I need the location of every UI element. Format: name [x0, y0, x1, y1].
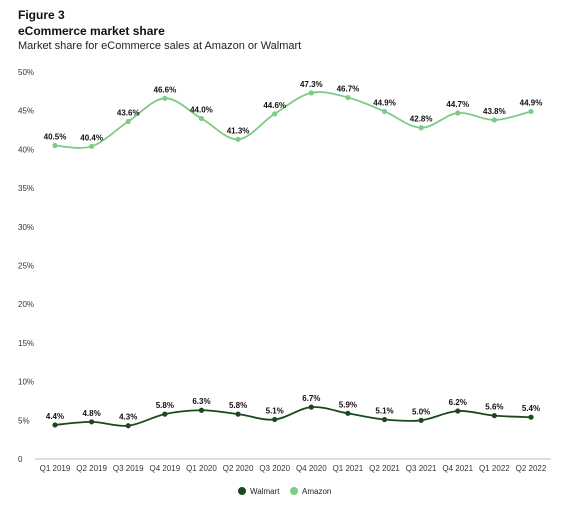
x-axis: Q1 2019 Q2 2019 Q3 2019 Q4 2019 Q1 2020 Q2 20…	[35, 458, 551, 473]
data-label-walmart: 5.8%	[229, 401, 247, 410]
data-point-amazon	[272, 111, 278, 117]
data-point-walmart	[528, 414, 534, 420]
data-label-walmart: 6.3%	[192, 397, 210, 406]
y-tick-label: 20%	[18, 300, 34, 309]
data-point-amazon	[125, 118, 131, 125]
data-point-amazon	[235, 136, 241, 142]
y-tick-label: 5%	[18, 416, 30, 425]
x-tick-label: Q2 2019	[76, 464, 107, 473]
data-label-amazon: 44.9%	[520, 98, 543, 107]
x-tick-label: Q1 2022	[479, 464, 510, 473]
data-label-walmart: 5.6%	[485, 403, 503, 412]
data-label-walmart: 5.8%	[156, 401, 174, 410]
data-label-amazon: 44.6%	[263, 101, 286, 110]
data-label-walmart: 4.3%	[119, 413, 137, 422]
data-point-walmart	[52, 422, 58, 428]
data-point-amazon	[52, 142, 58, 149]
y-tick-label: 30%	[18, 223, 34, 232]
data-point-walmart	[491, 413, 497, 419]
data-label-amazon: 46.6%	[154, 85, 177, 94]
legend-marker-walmart	[238, 487, 246, 495]
y-tick-label: 15%	[18, 339, 34, 348]
legend-label-walmart: Walmart	[250, 487, 280, 496]
data-label-walmart: 6.7%	[302, 394, 320, 403]
y-tick-label: 45%	[18, 107, 34, 116]
data-label-amazon: 43.6%	[117, 109, 140, 118]
data-label-amazon: 44.7%	[446, 100, 469, 109]
x-tick-label: Q1 2021	[333, 464, 364, 473]
data-point-walmart	[455, 408, 461, 414]
x-tick-label: Q4 2019	[149, 464, 180, 473]
data-point-amazon	[491, 117, 497, 123]
y-tick-label: 0	[18, 455, 23, 464]
data-point-amazon	[198, 115, 205, 122]
data-point-walmart	[235, 411, 241, 417]
data-label-amazon: 46.7%	[337, 85, 360, 94]
x-tick-label: Q3 2021	[406, 464, 437, 473]
figure-label: Figure 3	[18, 8, 65, 22]
data-label-walmart: 5.1%	[375, 407, 393, 416]
data-label-walmart: 5.1%	[266, 407, 284, 416]
data-label-amazon: 42.8%	[410, 115, 433, 124]
data-point-walmart	[345, 410, 351, 416]
chart-subtitle: Market share for eCommerce sales at Amaz…	[18, 40, 302, 52]
data-point-walmart	[198, 407, 205, 413]
data-label-walmart: 5.0%	[412, 407, 430, 416]
series-line-walmart	[54, 406, 532, 427]
x-tick-label: Q1 2020	[186, 464, 217, 473]
data-point-amazon	[345, 94, 351, 101]
data-label-amazon: 44.9%	[373, 98, 396, 107]
legend-label-amazon: Amazon	[302, 487, 331, 496]
legend-marker-amazon	[290, 487, 298, 495]
data-label-amazon: 44.0%	[190, 105, 213, 114]
data-label-walmart: 4.8%	[82, 409, 100, 418]
data-point-amazon	[455, 110, 461, 116]
data-point-amazon	[89, 143, 95, 149]
data-label-walmart: 4.4%	[46, 412, 64, 421]
data-label-walmart: 5.9%	[339, 400, 357, 409]
series-line-amazon	[54, 91, 532, 149]
data-point-amazon	[162, 95, 168, 101]
data-label-walmart: 6.2%	[449, 398, 467, 407]
data-point-walmart	[162, 411, 168, 417]
data-point-walmart	[418, 417, 424, 423]
data-point-walmart	[89, 419, 95, 425]
data-label-amazon: 40.5%	[44, 133, 67, 142]
x-tick-label: Q2 2020	[223, 464, 254, 473]
data-point-walmart	[308, 404, 314, 410]
data-point-amazon	[528, 108, 534, 115]
series-layer: 4.4% 4.8% 4.3% 5.8% 6.3% 5.8% 5.1% 6.7% 5.9% 5.1%…	[44, 80, 543, 429]
data-label-amazon: 43.8%	[483, 107, 506, 116]
data-point-walmart	[272, 416, 278, 423]
data-point-amazon	[381, 108, 388, 115]
data-point-walmart	[125, 423, 131, 429]
data-label-walmart: 5.4%	[522, 404, 540, 413]
data-label-amazon: 47.3%	[300, 80, 323, 89]
x-tick-label: Q3 2019	[113, 464, 144, 473]
series-walmart: 4.4% 4.8% 4.3% 5.8% 6.3% 5.8% 5.1% 6.7% 5.9% 5.1%…	[46, 394, 540, 429]
x-tick-label: Q2 2021	[369, 464, 400, 473]
data-point-amazon	[308, 90, 314, 96]
x-tick-label: Q1 2019	[40, 464, 71, 473]
data-point-walmart	[381, 416, 388, 423]
y-tick-label: 35%	[18, 184, 34, 193]
legend: Walmart Amazon	[238, 487, 331, 496]
x-tick-label: Q2 2022	[516, 464, 547, 473]
y-tick-label: 50%	[18, 68, 34, 77]
y-tick-label: 40%	[18, 145, 34, 154]
x-tick-label: Q4 2021	[442, 464, 473, 473]
chart-title: eCommerce market share	[18, 24, 165, 38]
x-tick-label: Q4 2020	[296, 464, 327, 473]
data-point-amazon	[418, 125, 424, 131]
x-tick-label: Q3 2020	[259, 464, 290, 473]
series-amazon: 40.5% 40.4% 43.6% 46.6% 44.0% 41.3% 44.6% 47.3%…	[44, 80, 543, 149]
y-tick-label: 10%	[18, 378, 34, 387]
data-label-amazon: 40.4%	[80, 133, 103, 142]
y-tick-label: 25%	[18, 262, 34, 271]
y-axis: 0 5% 10% 15% 20% 25% 30% 35% 40% 45% 50%	[18, 68, 34, 464]
data-label-amazon: 41.3%	[227, 126, 250, 135]
